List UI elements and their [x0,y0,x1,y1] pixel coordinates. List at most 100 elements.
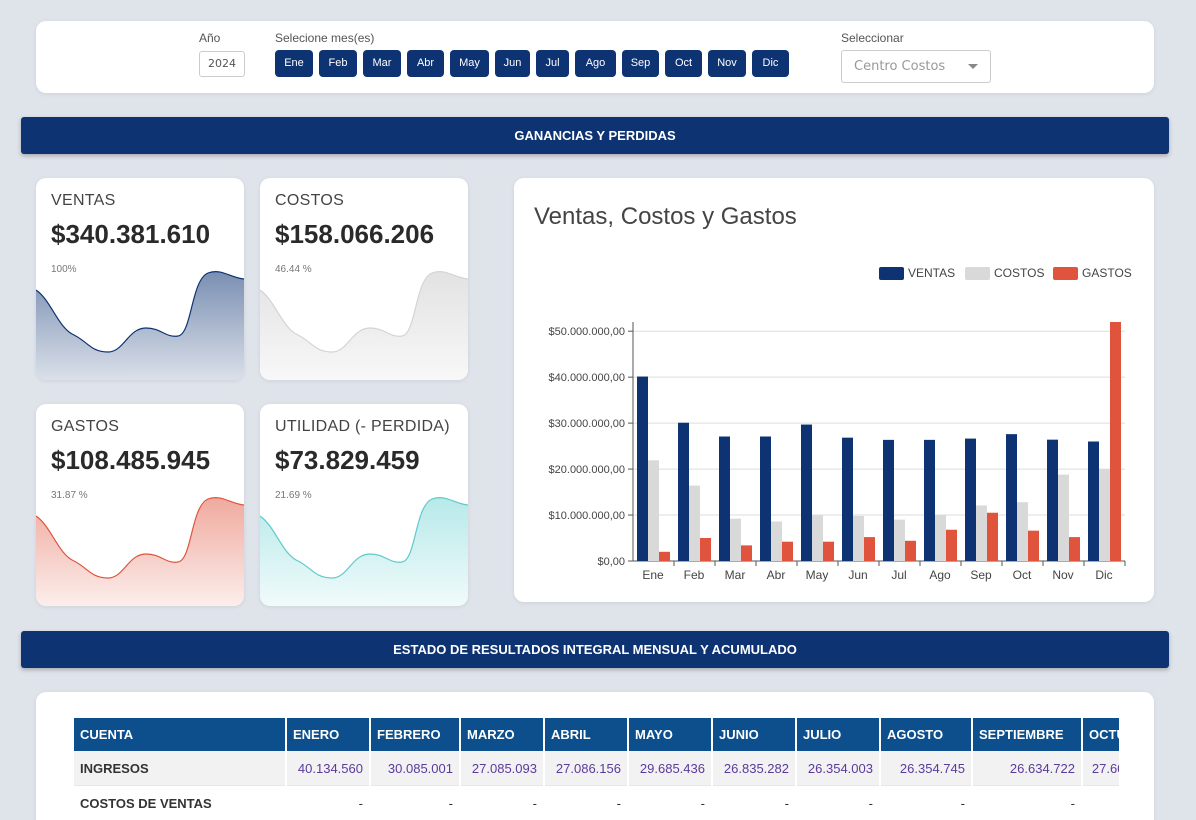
legend-swatch-gastos [1053,267,1078,280]
card-value: $73.829.459 [275,445,420,475]
card-percent: 21.69 % [275,490,312,501]
bar-gastos [741,545,752,561]
card-percent: 31.87 % [51,490,88,501]
month-button-ene[interactable]: Ene [275,50,313,77]
y-tick-label: $0,00 [597,556,625,568]
y-tick-label: $10.000.000,00 [549,510,625,522]
year-input[interactable]: 2024 [199,51,245,77]
bar-chart: $0,00 $10.000.000,00 $20.000.000,00 $30.000… [549,266,1132,582]
bar-gastos [905,540,916,561]
month-button-mar[interactable]: Mar [363,50,401,77]
row-account-name: INGRESOS [74,751,285,786]
card-title: GASTOS [51,418,120,435]
x-tick-label: Ene [642,568,664,582]
table-cell: 30.085.001 [371,751,459,786]
legend-swatch-ventas [879,267,904,280]
card-percent: 46.44 % [275,264,312,275]
table-cell: 29.685.436 [629,751,711,786]
month-buttons: Ene Feb Mar Abr May Jun Jul Ago Sep Oct Nov Dic [275,50,795,77]
bar-costos [935,515,946,561]
bar-gastos [700,538,711,561]
column-header-julio: JULIO [797,718,879,751]
card-ventas: VENTAS $340.381.610 100% [36,178,244,380]
bar-gastos [1069,537,1080,561]
bar-gastos [1110,322,1121,561]
card-value: $108.485.945 [51,445,211,475]
x-tick-label: Oct [1013,568,1032,582]
column-header-junio: JUNIO [713,718,795,751]
bar-ventas [801,424,812,561]
filter-panel: Año 2024 Selecione mes(es) Ene Feb Mar Abr M… [36,21,1154,93]
sparkline-utilidad [260,497,468,606]
column-header-octubre: OCTUBRE [1083,718,1119,751]
card-percent: 100% [51,264,77,275]
month-button-oct[interactable]: Oct [665,50,702,77]
bar-costos [648,460,659,561]
table-scroll[interactable]: CUENTA ENERO FEBRERO MARZO ABRIL MAYO JUNIO JUL… [72,718,1119,820]
bar-ventas [842,437,853,561]
table-cell: - [1083,786,1119,820]
sparkline-gastos [36,497,244,606]
x-tick-label: May [806,568,829,582]
chart-title: Ventas, Costos y Gastos [534,203,797,230]
table-cell: 26.634.722 [973,751,1081,786]
month-button-dic[interactable]: Dic [752,50,789,77]
bar-costos [1099,469,1110,561]
card-utilidad: UTILIDAD (- PERDIDA) $73.829.459 21.69 % [260,404,468,606]
table-cell: 27.085.093 [461,751,543,786]
table-cell: 27.086.156 [545,751,627,786]
chart-card: Ventas, Costos y Gastos $0,00 $10.000.000… [514,178,1154,602]
column-header-enero: ENERO [287,718,369,751]
legend-label-costos: COSTOS [994,266,1044,280]
table-cell: - [545,786,627,820]
cost-center-select[interactable]: Centro Costos [841,50,991,83]
sparkline-costos [260,271,468,380]
month-button-may[interactable]: May [450,50,489,77]
bar-gastos [987,512,998,561]
table-cell: - [797,786,879,820]
bar-ventas [678,422,689,561]
month-button-jun[interactable]: Jun [495,50,530,77]
month-button-sep[interactable]: Sep [622,50,659,77]
card-value: $158.066.206 [275,219,435,249]
month-button-nov[interactable]: Nov [708,50,746,77]
bar-costos [730,518,741,561]
table-cell: - [461,786,543,820]
bar-costos [689,485,700,561]
month-button-ago[interactable]: Ago [575,50,616,77]
card-title: COSTOS [275,192,345,209]
bar-gastos [946,529,957,561]
x-tick-label: Jul [891,568,906,582]
table-cell: 26.354.745 [881,751,971,786]
bar-gastos [864,537,875,561]
bar-costos [1017,502,1028,561]
month-button-abr[interactable]: Abr [407,50,444,77]
column-header-agosto: AGOSTO [881,718,971,751]
card-costos: COSTOS $158.066.206 46.44 % [260,178,468,380]
y-tick-label: $50.000.000,00 [549,326,625,338]
bar-gastos [1028,530,1039,561]
row-account-name: COSTOS DE VENTAS [74,786,285,820]
select-label: Seleccionar [841,31,904,45]
x-tick-label: Mar [725,568,746,582]
section-header-estado: ESTADO DE RESULTADOS INTEGRAL MENSUAL Y … [21,631,1169,668]
column-header-mayo: MAYO [629,718,711,751]
table-cell: - [371,786,459,820]
table-cell: 27.600.000 [1083,751,1119,786]
bar-ventas [1088,441,1099,561]
bar-costos [1058,474,1069,561]
table-body: INGRESOS 40.134.560 30.085.001 27.085.093 27… [74,751,1119,820]
month-button-feb[interactable]: Feb [319,50,357,77]
column-header-cuenta: CUENTA [74,718,285,751]
bar-costos [853,515,864,561]
month-button-jul[interactable]: Jul [536,50,569,77]
sparkline-ventas [36,271,244,380]
card-value: $340.381.610 [51,219,211,249]
bar-gastos [782,541,793,561]
bar-ventas [883,439,894,561]
table-cell: - [629,786,711,820]
x-tick-label: Abr [767,568,786,582]
bar-gastos [659,551,670,561]
table-cell: - [973,786,1081,820]
column-header-abril: ABRIL [545,718,627,751]
